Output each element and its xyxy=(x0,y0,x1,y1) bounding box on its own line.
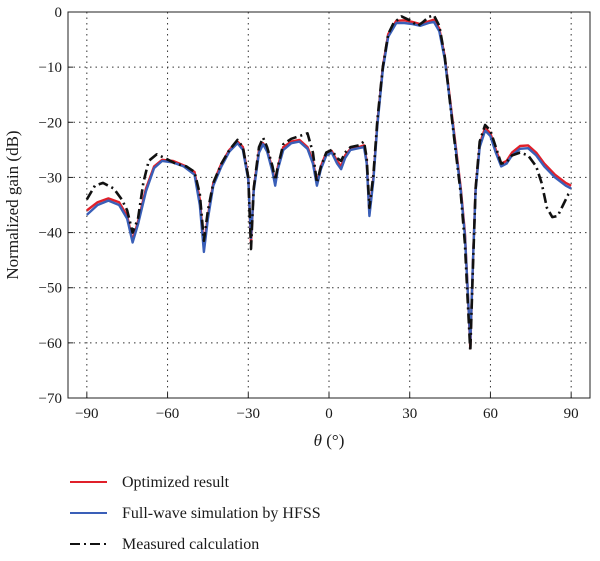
x-tick-label: −60 xyxy=(156,406,179,422)
x-tick-label: 60 xyxy=(483,406,498,422)
series-lines xyxy=(85,14,573,353)
y-tick-label: −60 xyxy=(39,336,62,352)
gridlines xyxy=(68,12,590,398)
x-tick-label: 90 xyxy=(564,406,579,422)
series-line-2 xyxy=(85,20,572,345)
y-tick-label: −40 xyxy=(39,226,62,242)
y-tick-label: −70 xyxy=(39,391,62,407)
y-axis-label: Normalized gain (dB) xyxy=(3,130,22,279)
x-axis-unit: (°) xyxy=(326,431,344,450)
legend-label: Optimized result xyxy=(122,474,230,491)
x-tick-label: 0 xyxy=(325,406,333,422)
x-tick-label: −30 xyxy=(237,406,260,422)
x-axis-label: θ (°) xyxy=(314,431,345,450)
y-tick-label: −50 xyxy=(39,281,62,297)
y-tick-label: −30 xyxy=(39,170,62,186)
y-tick-label: −10 xyxy=(39,60,62,76)
x-axis-symbol: θ xyxy=(314,431,322,450)
y-tick-label: 0 xyxy=(55,5,63,21)
legend-label: Measured calculation xyxy=(122,536,259,553)
axis-ticks: −90 −60 −30 0 30 60 90 0 −10 −20 −30 −40 −50 −60 −70 xyxy=(39,5,579,422)
y-tick-label: −20 xyxy=(39,115,62,131)
x-tick-label: −90 xyxy=(75,406,98,422)
x-tick-label: 30 xyxy=(402,406,417,422)
legend: Optimized result Full-wave simulation by … xyxy=(70,474,321,553)
legend-label: Full-wave simulation by HFSS xyxy=(122,505,321,522)
